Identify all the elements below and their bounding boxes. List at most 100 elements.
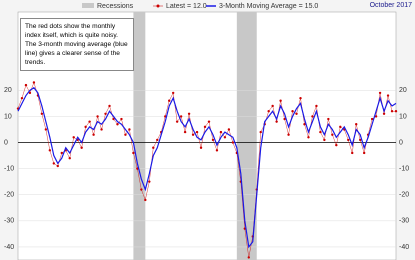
data-point — [187, 112, 191, 116]
data-point — [351, 151, 354, 155]
data-point — [327, 117, 330, 121]
data-point — [108, 104, 111, 108]
data-point — [171, 91, 175, 95]
data-point — [287, 133, 290, 136]
legend-label: 3-Month Moving Average = 15.0 — [219, 3, 318, 10]
legend-swatch — [82, 3, 94, 8]
data-point — [386, 94, 390, 97]
data-point — [207, 120, 211, 123]
data-point — [40, 112, 44, 116]
data-point — [88, 120, 91, 123]
data-point — [112, 117, 115, 121]
data-point — [104, 112, 107, 116]
data-point — [48, 149, 52, 152]
y-tick-label: 10 — [4, 113, 12, 120]
data-point — [283, 117, 286, 121]
data-point — [311, 115, 314, 118]
data-point — [120, 117, 123, 121]
data-point — [307, 136, 310, 139]
y-tick-label-right: -40 — [399, 244, 409, 251]
data-point — [358, 138, 362, 142]
y-tick-label-right: 20 — [399, 87, 407, 94]
data-point — [148, 180, 151, 183]
data-point — [96, 115, 99, 118]
data-point — [247, 256, 250, 259]
data-point — [144, 198, 147, 202]
data-point — [374, 115, 378, 118]
data-point — [84, 125, 87, 129]
data-point — [199, 146, 203, 149]
data-point — [362, 151, 366, 155]
data-point — [355, 123, 358, 126]
data-point — [347, 138, 350, 142]
data-point — [259, 130, 262, 134]
recession-band — [133, 12, 146, 260]
y-tick-label-right: 0 — [399, 139, 403, 146]
y-tick-label: 20 — [4, 87, 12, 94]
data-point — [295, 112, 298, 116]
date-label: October 2017 — [370, 2, 413, 9]
y-tick-label-right: -30 — [399, 218, 409, 225]
legend-label: Recessions — [97, 3, 134, 10]
data-point — [140, 188, 143, 191]
data-point — [56, 164, 59, 168]
data-point — [60, 151, 63, 155]
data-point — [44, 128, 48, 131]
data-point — [152, 146, 155, 149]
moving-average-line — [17, 86, 397, 249]
data-point — [28, 91, 32, 95]
data-point — [20, 96, 24, 100]
data-point — [331, 133, 334, 136]
data-point — [291, 110, 294, 113]
legend-swatch — [156, 4, 160, 8]
data-point — [128, 128, 131, 131]
annotation: The red dots show the monthly index itse… — [20, 18, 134, 71]
data-point — [72, 136, 75, 139]
data-point — [211, 138, 215, 142]
data-point — [92, 133, 95, 136]
data-point — [390, 110, 394, 113]
y-tick-label-right: -20 — [399, 192, 409, 199]
data-point — [323, 138, 326, 142]
data-point — [168, 99, 171, 102]
y-tick-label: -20 — [4, 192, 14, 199]
data-point — [275, 120, 278, 123]
data-point — [279, 99, 282, 102]
data-point — [116, 123, 119, 126]
data-point — [195, 130, 199, 134]
data-point — [156, 138, 159, 142]
data-point — [231, 141, 235, 144]
data-point — [215, 149, 219, 152]
data-point — [315, 104, 318, 108]
data-point — [100, 128, 103, 131]
data-point — [32, 81, 36, 84]
data-point — [124, 133, 127, 136]
data-point — [335, 143, 338, 147]
data-point — [132, 151, 135, 155]
y-tick-label-right: -10 — [399, 165, 409, 172]
y-tick-label: 0 — [4, 139, 8, 146]
data-point — [80, 146, 83, 149]
y-tick-label: -30 — [4, 218, 14, 225]
data-point — [267, 110, 270, 113]
recession-band — [236, 12, 257, 260]
data-point — [175, 120, 179, 123]
data-point — [378, 91, 382, 95]
y-tick-label: -10 — [4, 165, 14, 172]
data-point — [370, 117, 374, 121]
data-point — [68, 156, 71, 160]
y-tick-label-right: 10 — [399, 113, 407, 120]
data-point — [223, 136, 227, 139]
series-line — [17, 81, 396, 258]
data-point — [319, 130, 322, 134]
data-point — [183, 130, 187, 134]
data-point — [271, 104, 274, 108]
data-point — [203, 125, 207, 129]
data-point — [52, 162, 56, 165]
data-point — [382, 112, 386, 116]
legend-label: Latest = 12.0 — [166, 3, 207, 10]
data-point — [24, 83, 28, 87]
data-point — [227, 128, 231, 131]
data-point — [394, 110, 398, 113]
